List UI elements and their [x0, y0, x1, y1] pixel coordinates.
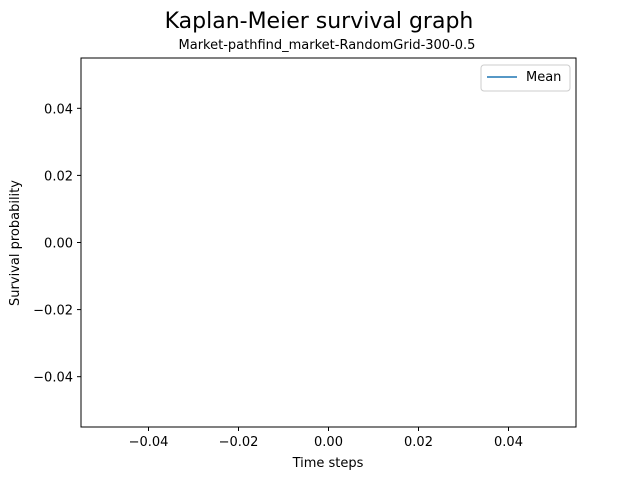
legend: Mean	[480, 64, 571, 92]
x-tick-label: 0.00	[314, 435, 343, 450]
x-axis-label: Time steps	[292, 456, 364, 471]
x-tick-label: −0.02	[219, 435, 259, 450]
x-tick-label: 0.02	[404, 435, 433, 450]
y-tick-label: −0.04	[33, 371, 73, 386]
legend-box	[480, 64, 571, 92]
y-tick-label: −0.02	[33, 304, 73, 319]
x-axis-ticks: −0.04 −0.02 0.00 0.02 0.04	[129, 427, 523, 450]
y-tick-label: 0.00	[44, 237, 73, 252]
y-tick-label: 0.04	[44, 102, 73, 117]
y-tick-label: 0.02	[44, 169, 73, 184]
chart-title: Kaplan-Meier survival graph	[165, 9, 474, 34]
chart-subtitle: Market-pathfind_market-RandomGrid-300-0.…	[179, 38, 476, 53]
plot-area	[81, 58, 576, 427]
y-axis-label: Survival probability	[8, 180, 23, 306]
x-tick-label: −0.04	[129, 435, 169, 450]
plot-frame	[80, 57, 577, 428]
y-axis-ticks: −0.04 −0.02 0.00 0.02 0.04	[33, 102, 81, 386]
legend-label-mean: Mean	[526, 70, 561, 85]
x-tick-label: 0.04	[494, 435, 523, 450]
